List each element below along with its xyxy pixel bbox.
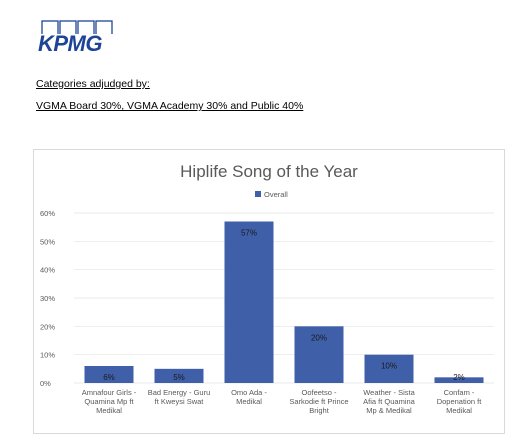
kpmg-logo: KPMG [36,20,114,56]
legend-swatch [255,191,261,197]
weighting-line: VGMA Board 30%, VGMA Academy 30% and Pub… [36,100,304,112]
x-tick-label: Confam -Dopenation ft Medikal [437,388,483,415]
x-tick-label: Bad Energy - Guru ft Kweysi Swat [148,388,211,406]
bar [84,366,134,383]
data-label: 5% [173,373,185,382]
data-label: 6% [103,373,115,382]
y-tick-label: 50% [40,237,55,246]
bar [294,326,344,383]
chart-title: Hiplife Song of the Year [180,162,358,181]
categories-heading: Categories adjudged by: [36,78,150,90]
bar [154,368,204,383]
data-label: 10% [381,362,397,371]
chart-svg: Hiplife Song of the Year Overall 0% 10% 20… [40,162,494,415]
y-tick-label: 10% [40,351,55,360]
data-label: 57% [241,229,257,238]
y-tick-label: 30% [40,294,55,303]
data-label: 2% [453,373,465,382]
y-tick-label: 20% [40,322,55,331]
bar [434,377,484,383]
x-tick-label: Omo Ada -Medikal [231,388,267,406]
bar [364,354,414,383]
y-tick-label: 40% [40,266,55,275]
hiplife-chart: Hiplife Song of the Year Overall 0% 10% 20… [33,149,505,434]
legend-label: Overall [264,190,288,199]
svg-text:KPMG: KPMG [38,31,102,56]
y-tick-label: 60% [40,209,55,218]
bar [224,221,274,383]
data-label: 20% [311,333,327,342]
x-tick-label: Oofeetso -Sarkodie ft Prince Bright [289,388,348,415]
y-tick-label: 0% [40,379,51,388]
x-tick-label: Amnafour Girls -Quamina Mp ft Medikal [82,388,137,415]
x-tick-label: Weather - Sista Afia ft Quamina Mp & Medik… [363,388,416,415]
